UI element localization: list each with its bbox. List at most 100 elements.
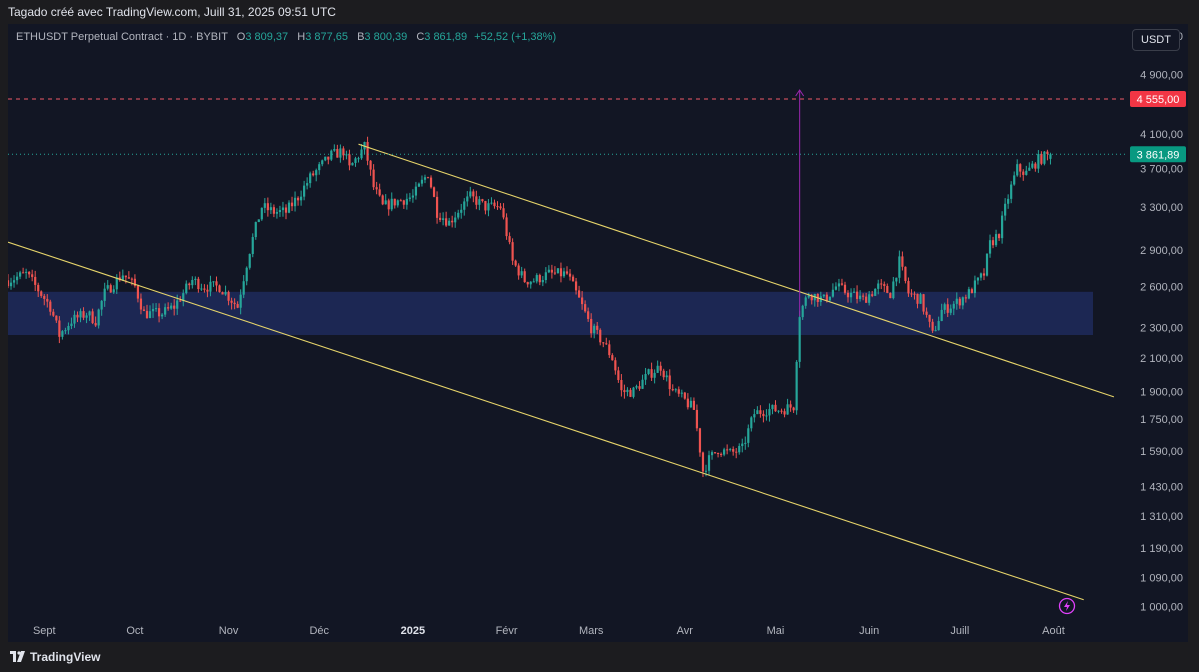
candle-body [336,149,339,158]
candle-body [136,285,140,299]
candle-body [535,275,538,282]
candle-body [306,183,309,186]
price-chart[interactable]: 5 500,004 900,004 100,003 700,003 300,00… [8,24,1188,642]
candle-body [381,195,384,205]
y-tick-label: 1 190,00 [1140,543,1183,555]
candle-body [846,292,850,298]
candle-body [674,389,677,391]
candle-body [393,198,396,206]
channel-lower-line[interactable] [8,241,1084,601]
candle-body [701,452,705,472]
candle-body [635,386,638,388]
candle-body [919,294,922,304]
candle-body [568,273,572,277]
candle-body [157,308,161,317]
candle-body [31,274,34,277]
candle-body [339,148,342,158]
y-tick-label: 3 300,00 [1140,202,1183,214]
close-key: C [416,31,425,43]
candle-body [64,330,67,332]
y-tick-label: 1 750,00 [1140,414,1183,426]
candle-body [985,253,989,276]
candle-body [390,198,393,210]
channel-upper-line[interactable] [358,143,1115,398]
x-tick-label: Déc [309,625,329,637]
candle-body [804,297,807,306]
close-value: 3 861,89 [424,31,468,43]
candle-body [940,309,943,322]
candle-body [949,308,952,313]
candle-body [191,280,194,286]
candle-body [511,242,514,261]
candle-body [254,222,257,238]
candle-body [1022,171,1025,175]
candle-body [961,297,964,306]
candle-body [952,303,955,309]
candle-body [973,280,977,294]
candle-body [176,300,179,309]
candle-body [831,289,835,297]
candle-body [22,272,25,274]
candle-body [880,283,883,285]
last-price-badge-bg [1130,146,1186,163]
candle-body [408,197,411,199]
candle-body [520,271,523,276]
candle-body [197,278,200,290]
candle-body [167,307,170,309]
candle-body [611,355,614,361]
candle-body [318,164,321,171]
target-price-badge-bg [1130,91,1186,108]
candle-body [970,289,973,294]
chart-area[interactable]: 5 500,004 900,004 100,003 700,003 300,00… [8,24,1188,642]
symbol-label[interactable]: ETHUSDT Perpetual Contract · 1D · BYBIT [16,31,228,43]
candle-body [266,203,269,211]
footer-bar: TradingView [0,642,1199,672]
candle-body [692,400,696,410]
x-tick-label: Mars [579,625,604,637]
candle-body [309,173,312,184]
candle-body [43,295,46,299]
candle-body [626,389,629,393]
x-tick-label: 2025 [401,625,425,637]
candle-body [399,200,402,202]
candle-body [233,302,236,305]
lightning-icon[interactable] [1058,597,1076,615]
candles-layer [8,136,1052,478]
candle-body [40,291,43,296]
candle-body [979,273,983,278]
candle-body [967,289,970,299]
candle-body [587,311,590,319]
candle-body [677,389,680,394]
candle-body [707,455,711,471]
candle-body [15,276,19,281]
candle-body [18,272,22,277]
footer-brand: TradingView [30,650,101,664]
candle-body [275,212,279,214]
candle-body [25,271,28,273]
candle-body [1013,175,1016,185]
support-zone [8,291,1093,336]
x-tick-label: Mai [767,625,785,637]
candle-body [1025,170,1028,175]
candle-body [620,379,623,391]
candle-body [97,309,100,326]
currency-button[interactable]: USDT [1132,29,1180,51]
candle-body [67,326,70,331]
candle-body [8,280,10,287]
candle-body [417,183,421,187]
candle-body [704,470,708,472]
candle-body [321,160,324,165]
candle-body [478,199,481,205]
candle-body [807,295,810,298]
candle-body [865,296,868,303]
candle-body [109,285,112,293]
candle-body [943,304,946,310]
candle-body [834,286,838,290]
candle-body [91,311,94,324]
candle-body [723,449,726,455]
candle-body [1043,151,1046,164]
candle-body [994,234,998,246]
candle-body [508,236,511,243]
candle-body [632,387,635,397]
candle-body [783,411,786,415]
